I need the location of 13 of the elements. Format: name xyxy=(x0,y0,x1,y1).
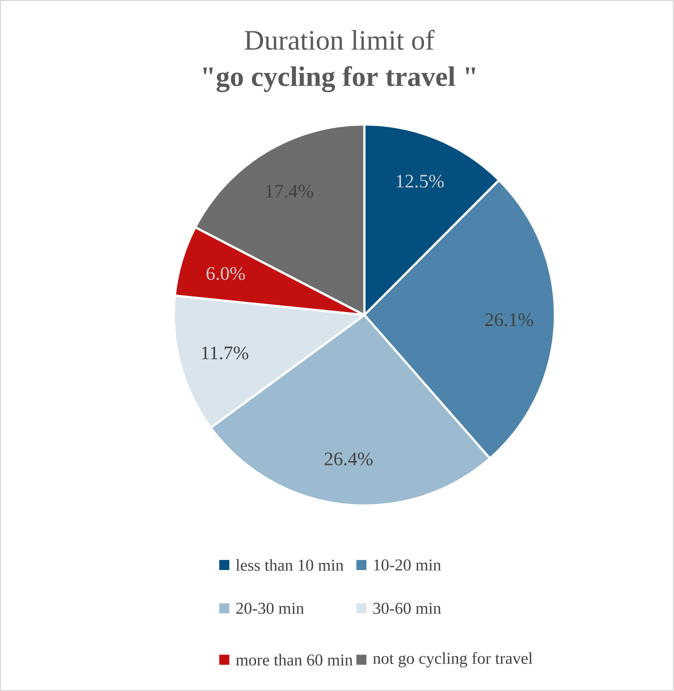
legend-label: 30-60 min xyxy=(374,602,442,614)
legend-label: less than 10 min xyxy=(236,559,344,571)
chart-title: Duration limit of xyxy=(244,30,435,50)
legend-label: 10-20 min xyxy=(374,559,442,571)
legend-label: more than 60 min xyxy=(236,654,353,666)
data-label: 26.4% xyxy=(324,452,373,466)
chart-subtitle: "go cycling for travel " xyxy=(203,66,476,92)
legend-label: 20-30 min xyxy=(236,602,304,614)
data-label: 6.0% xyxy=(206,267,245,280)
data-label: 11.7% xyxy=(202,346,248,360)
data-label: 26.1% xyxy=(485,313,534,326)
legend-label: not go cycling for travel xyxy=(373,652,533,668)
data-label: 12.5% xyxy=(396,174,444,188)
